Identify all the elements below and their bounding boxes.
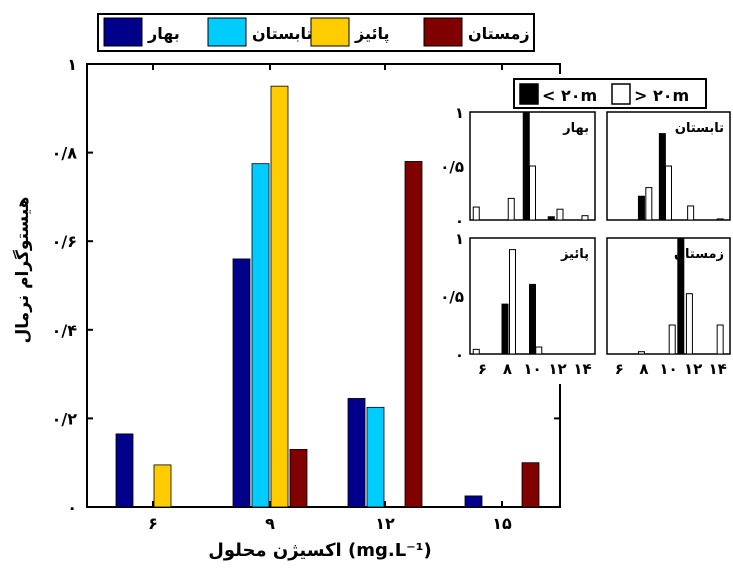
inset-panel-title: بهار (562, 121, 589, 136)
y-tick-label: ۰ (67, 498, 77, 517)
x-tick-label: ۱۵ (492, 514, 512, 533)
x-tick-label: ۶ (148, 514, 158, 533)
inset-x-tick-label: ۱۴ (709, 360, 727, 378)
inset-legend-swatch (611, 83, 631, 105)
inset-x-tick-label: ۶ (478, 360, 487, 378)
legend-swatch (423, 17, 463, 47)
inset-bar-above-20m (535, 346, 543, 355)
inset-bar-below-20m (547, 216, 555, 221)
bar-3 (153, 464, 172, 508)
inset-y-tick-label: ۱ (455, 230, 464, 248)
legend-label: تابستان (252, 24, 313, 43)
inset-bar-above-20m (581, 215, 589, 221)
inset-panel-title: زمستان (674, 247, 724, 262)
inset-bar-above-20m (509, 249, 516, 355)
inset-x-tick-label: ۸ (639, 360, 648, 378)
inset-bar-above-20m (716, 324, 724, 355)
inset-x-tick-label: ۱۲ (684, 360, 702, 378)
inset-bar-above-20m (556, 208, 564, 221)
y-axis-label: هیستوگرام نرمال (12, 197, 33, 344)
inset-bar-above-20m (645, 187, 653, 221)
inset-y-tick-label: ۰ (455, 212, 464, 230)
bar-1 (464, 495, 483, 508)
bar-1 (232, 258, 251, 508)
inset-bar-above-20m (668, 324, 676, 355)
inset-y-tick-label: ۰/۵ (440, 288, 464, 306)
inset-legend-label: < ۲۰m (542, 86, 597, 105)
inset-legend-frame (513, 78, 707, 109)
bar-3 (270, 85, 289, 508)
inset-x-tick-label: ۸ (503, 360, 512, 378)
inset-bar-below-20m (529, 283, 536, 355)
inset-bar-above-20m (685, 293, 693, 355)
inset-legend-label: > ۲۰m (634, 86, 689, 105)
inset-bar-above-20m (472, 206, 480, 221)
bar-4 (404, 161, 423, 508)
inset-bar-above-20m (529, 165, 536, 221)
y-tick-label: ۰/۸ (52, 144, 78, 163)
main-legend: بهار تابستان پائیز زمستان (97, 13, 535, 52)
bar-2 (251, 163, 270, 508)
inset-bar-below-20m (658, 133, 666, 221)
inset-bar-above-20m (665, 165, 672, 221)
inset-panel-title: پائیز (560, 247, 589, 262)
inset-x-tick-label: ۱۲ (548, 360, 566, 378)
y-tick-label: ۱ (67, 55, 77, 74)
y-tick-label: ۰/۲ (52, 409, 78, 428)
inset-panel-frame (606, 237, 731, 355)
x-tick-label: ۹ (265, 514, 275, 533)
inset-bar-above-20m (637, 351, 645, 355)
inset-bar-below-20m (677, 237, 685, 355)
inset-bar-below-20m (501, 303, 509, 355)
x-tick-label: ۱۲ (375, 514, 395, 533)
inset-x-tick-label: ۱۴ (573, 360, 591, 378)
inset-panel-title: تابستان (675, 121, 724, 136)
legend-swatch (207, 17, 247, 47)
bar-4 (289, 449, 308, 508)
legend-label: پائیز (354, 24, 390, 44)
inset-legend-swatch (519, 83, 539, 105)
inset-x-tick-label: ۱۰ (523, 360, 541, 378)
bar-2 (366, 406, 385, 508)
legend-swatch (310, 17, 350, 47)
inset-bar-above-20m (687, 205, 695, 221)
main-chart: ۰ ۰/۲ ۰/۴ ۰/۶ ۰/۸ ۱ ۶ ۹ ۱۲ ۱۵ (52, 55, 561, 533)
legend-swatch (103, 17, 143, 47)
x-axis-label: اکسیژن محلول (mg.L⁻¹) (208, 540, 432, 561)
bar-1 (347, 398, 366, 508)
legend-label: زمستان (468, 24, 530, 43)
y-tick-label: ۰/۶ (52, 232, 77, 251)
inset-bar-above-20m (716, 218, 724, 221)
inset-bar-below-20m (637, 195, 645, 221)
bar-1 (115, 433, 134, 508)
inset-bar-above-20m (507, 197, 515, 221)
inset-y-tick-label: ۰/۵ (440, 158, 464, 176)
inset-x-tick-label: ۶ (615, 360, 624, 378)
y-tick-label: ۰/۴ (52, 321, 78, 340)
bar-4 (521, 462, 540, 508)
inset-x-tick-label: ۱۰ (659, 360, 677, 378)
inset-bar-below-20m (522, 111, 530, 221)
legend-label: بهار (147, 24, 180, 43)
inset-y-tick-label: ۱ (455, 104, 464, 122)
inset-y-tick-label: ۰ (455, 346, 464, 364)
inset-bar-above-20m (472, 348, 480, 355)
